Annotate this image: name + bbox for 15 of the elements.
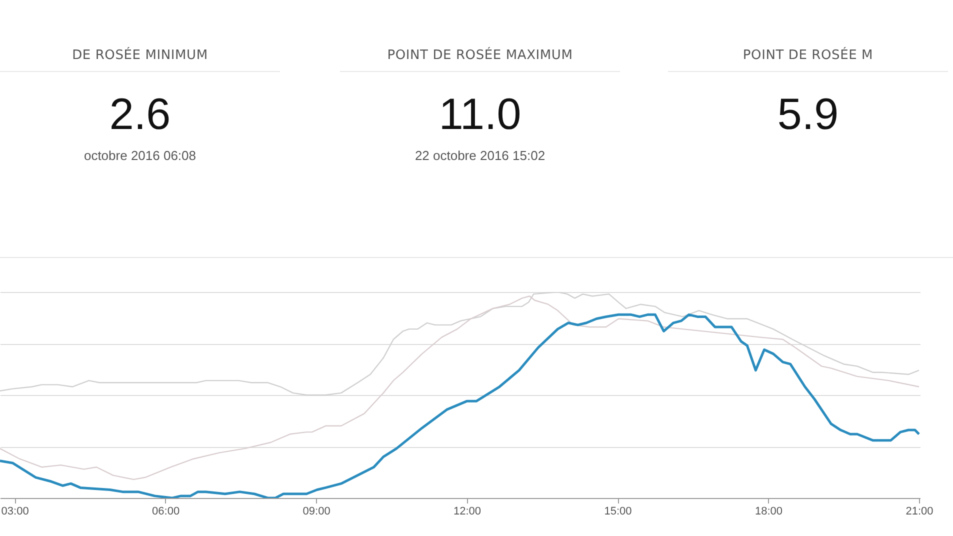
x-tick-label: 03:00 (1, 506, 29, 518)
text: POINT DE ROSÉE M (668, 48, 948, 72)
text: DE ROSÉE MINIMUM (0, 48, 280, 72)
x-tick-label: 18:00 (754, 506, 783, 518)
x-tick-label: 09:00 (302, 506, 330, 518)
text: octobre 2016 06:08 (82, 148, 198, 163)
text: POINT DE ROSÉE MAXIMUM (340, 48, 620, 72)
text: 22 octobre 2016 15:02 (414, 148, 546, 163)
x-tick-label: 12:00 (454, 506, 482, 518)
x-tick-label: 06:00 (152, 506, 180, 518)
text: 5.9 (776, 90, 840, 140)
x-tick-label: 15:00 (604, 506, 632, 518)
x-tick-label: 21:00 (906, 506, 934, 518)
text: 11.0 (438, 90, 522, 140)
text: 2.6 (108, 90, 172, 140)
